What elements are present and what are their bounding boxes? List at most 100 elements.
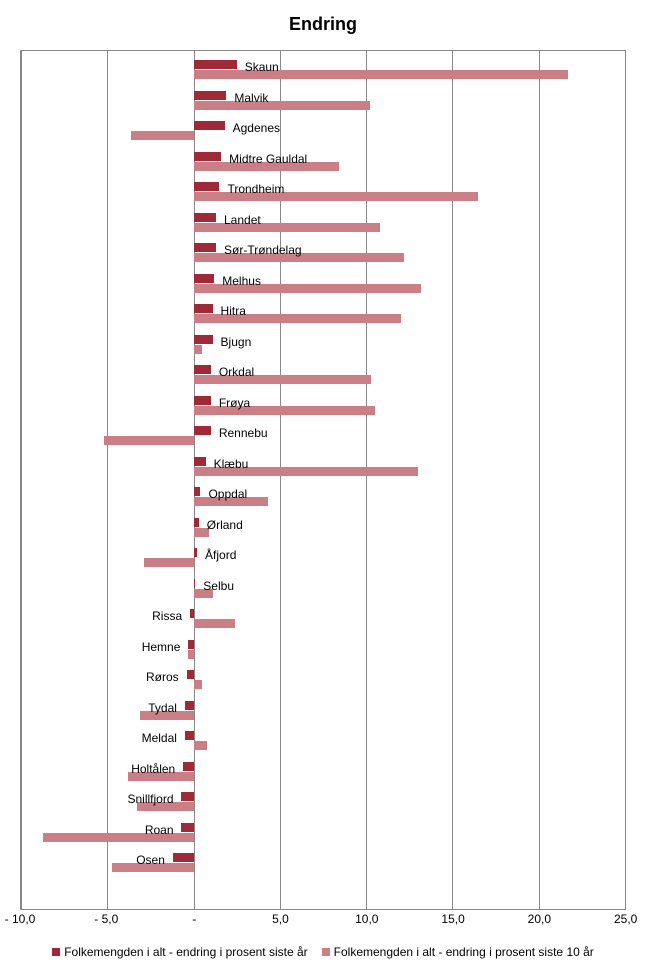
legend-label-series1: Folkemengden i alt - endring i prosent s… bbox=[64, 945, 307, 959]
chart-row: Snillfjord bbox=[21, 789, 625, 820]
category-label: Tydal bbox=[148, 701, 177, 715]
chart-row: Bjugn bbox=[21, 332, 625, 363]
chart-row: Selbu bbox=[21, 576, 625, 607]
category-label: Melhus bbox=[222, 274, 261, 288]
chart-row: Oppdal bbox=[21, 484, 625, 515]
bar-series1 bbox=[185, 701, 194, 710]
category-label: Åfjord bbox=[205, 548, 236, 562]
bar-series2 bbox=[131, 131, 193, 140]
category-label: Hitra bbox=[221, 304, 246, 318]
chart-row: Trondheim bbox=[21, 179, 625, 210]
bar-series1 bbox=[194, 579, 196, 588]
chart-row: Klæbu bbox=[21, 454, 625, 485]
chart-row: Holtålen bbox=[21, 759, 625, 790]
bar-series1 bbox=[194, 365, 211, 374]
bar-series1 bbox=[194, 182, 220, 191]
category-label: Ørland bbox=[207, 518, 243, 532]
x-tick-label: 25,0 bbox=[611, 912, 638, 926]
bar-series2 bbox=[194, 680, 203, 689]
category-label: Meldal bbox=[142, 731, 177, 745]
bar-series2 bbox=[194, 741, 208, 750]
bar-series2 bbox=[188, 650, 193, 659]
bar-series2 bbox=[194, 101, 370, 110]
chart-row: Frøya bbox=[21, 393, 625, 424]
bar-series1 bbox=[185, 731, 194, 740]
bar-series2 bbox=[194, 345, 203, 354]
bar-series1 bbox=[194, 426, 211, 435]
x-tick-label: - 5,0 bbox=[94, 912, 118, 926]
chart-row: Åfjord bbox=[21, 545, 625, 576]
legend-label-series2: Folkemengden i alt - endring i prosent s… bbox=[334, 945, 594, 959]
chart-row: Rennebu bbox=[21, 423, 625, 454]
bar-series1 bbox=[194, 487, 201, 496]
bar-series1 bbox=[194, 548, 197, 557]
bar-series1 bbox=[190, 609, 193, 618]
category-label: Rissa bbox=[152, 609, 182, 623]
chart-row: Rissa bbox=[21, 606, 625, 637]
x-tick-label: - 10,0 bbox=[5, 912, 36, 926]
category-label: Selbu bbox=[203, 579, 234, 593]
bar-series2 bbox=[194, 223, 380, 232]
legend-swatch-icon bbox=[52, 948, 60, 956]
x-axis: - 10,0- 5,0 - 5,0 10,0 15,0 20,0 25,0 bbox=[20, 912, 626, 932]
category-label: Landet bbox=[224, 213, 261, 227]
bar-series2 bbox=[194, 619, 235, 628]
chart-row: Røros bbox=[21, 667, 625, 698]
bar-series1 bbox=[194, 243, 216, 252]
category-label: Bjugn bbox=[221, 335, 252, 349]
category-label: Skaun bbox=[245, 60, 279, 74]
bar-series1 bbox=[181, 792, 193, 801]
bar-series1 bbox=[194, 213, 216, 222]
chart-container: Endring Skaun Malvik Agdenes Midtre Gauldal… bbox=[0, 0, 646, 966]
category-label: Snillfjord bbox=[127, 792, 173, 806]
category-label: Frøya bbox=[219, 396, 250, 410]
chart-row: Sør-Trøndelag bbox=[21, 240, 625, 271]
category-label: Roan bbox=[145, 823, 174, 837]
chart-row: Osen bbox=[21, 850, 625, 881]
chart-row: Agdenes bbox=[21, 118, 625, 149]
chart-row: Skaun bbox=[21, 57, 625, 88]
bar-series1 bbox=[173, 853, 194, 862]
bar-series2 bbox=[144, 558, 194, 567]
category-label: Midtre Gauldal bbox=[229, 152, 307, 166]
chart-row: Malvik bbox=[21, 88, 625, 119]
legend: Folkemengden i alt - endring i prosent s… bbox=[0, 940, 646, 964]
chart-row: Hemne bbox=[21, 637, 625, 668]
bar-series1 bbox=[194, 518, 199, 527]
bar-series1 bbox=[194, 457, 206, 466]
bar-series1 bbox=[181, 823, 193, 832]
bar-series1 bbox=[188, 640, 193, 649]
bar-series1 bbox=[194, 274, 215, 283]
gridline bbox=[625, 51, 626, 909]
category-label: Klæbu bbox=[214, 457, 249, 471]
category-label: Osen bbox=[136, 853, 165, 867]
chart-row: Hitra bbox=[21, 301, 625, 332]
bar-series1 bbox=[194, 304, 213, 313]
chart-row: Roan bbox=[21, 820, 625, 851]
category-label: Sør-Trøndelag bbox=[224, 243, 302, 257]
chart-title: Endring bbox=[0, 0, 646, 45]
x-tick-label: 5,0 bbox=[269, 912, 289, 926]
chart-row: Tydal bbox=[21, 698, 625, 729]
bar-series1 bbox=[194, 60, 237, 69]
legend-swatch-icon bbox=[322, 948, 330, 956]
chart-row: Landet bbox=[21, 210, 625, 241]
bar-series1 bbox=[194, 152, 222, 161]
x-tick-label: 15,0 bbox=[438, 912, 465, 926]
category-label: Røros bbox=[146, 670, 179, 684]
x-tick-label: - bbox=[189, 912, 196, 926]
category-label: Rennebu bbox=[219, 426, 268, 440]
chart-row: Ørland bbox=[21, 515, 625, 546]
bar-series1 bbox=[194, 396, 211, 405]
chart-row: Melhus bbox=[21, 271, 625, 302]
category-label: Oppdal bbox=[208, 487, 247, 501]
x-tick-label: 20,0 bbox=[524, 912, 551, 926]
x-tick-label: 10,0 bbox=[352, 912, 379, 926]
category-label: Orkdal bbox=[219, 365, 254, 379]
category-label: Trondheim bbox=[227, 182, 284, 196]
bar-series1 bbox=[194, 335, 213, 344]
chart-row: Midtre Gauldal bbox=[21, 149, 625, 180]
category-label: Hemne bbox=[142, 640, 181, 654]
legend-item-series1: Folkemengden i alt - endring i prosent s… bbox=[52, 945, 307, 959]
category-label: Malvik bbox=[234, 91, 268, 105]
